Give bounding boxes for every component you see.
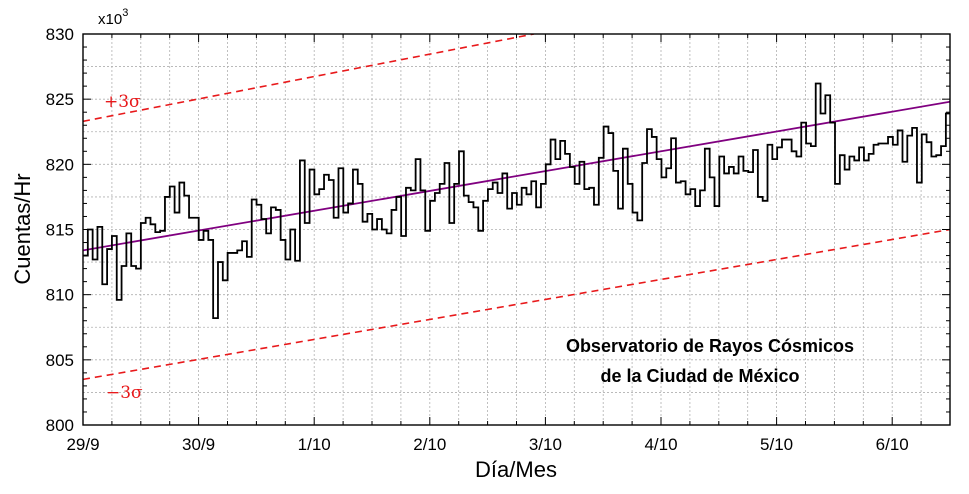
sigma-upper-line [83,34,534,123]
sigma-upper-label: +3σ [104,92,141,112]
x-tick-label: 4/10 [644,435,677,454]
y-multiplier-exponent: 3 [122,7,128,19]
x-tick-label: 5/10 [760,435,793,454]
x-tick-label: 6/10 [876,435,909,454]
ticks [82,33,951,426]
data-line-group [83,82,950,320]
sigma-lines [83,34,950,381]
data-series-step-line [83,82,950,320]
grid [83,34,950,425]
y-tick-label: 830 [46,25,74,44]
sigma-lower-line [83,228,950,381]
x-tick-label: 30/9 [182,435,215,454]
x-tick-label: 29/9 [66,435,99,454]
x-axis-title: Día/Mes [475,457,557,482]
y-multiplier-base: x10 [98,11,122,28]
x-tick-labels: 29/9 30/9 1/10 2/10 3/10 4/10 5/10 6/10 [66,435,908,454]
annotation-line-2: de la Ciudad de México [600,366,799,386]
x-tick-label: 3/10 [529,435,562,454]
sigma-lower-label: −3σ [106,383,143,403]
y-tick-label: 810 [46,286,74,305]
y-tick-labels: 800 805 810 815 820 825 830 [46,25,74,435]
x-tick-label: 1/10 [298,435,331,454]
x-tick-label: 2/10 [413,435,446,454]
y-tick-label: 825 [46,90,74,109]
annotation-line-1: Observatorio de Rayos Cósmicos [566,336,854,356]
y-tick-label: 800 [46,416,74,435]
y-axis-title: Cuentas/Hr [10,173,35,284]
y-tick-label: 815 [46,221,74,240]
y-multiplier: x103 [98,7,128,28]
y-tick-label: 805 [46,351,74,370]
y-tick-label: 820 [46,155,74,174]
